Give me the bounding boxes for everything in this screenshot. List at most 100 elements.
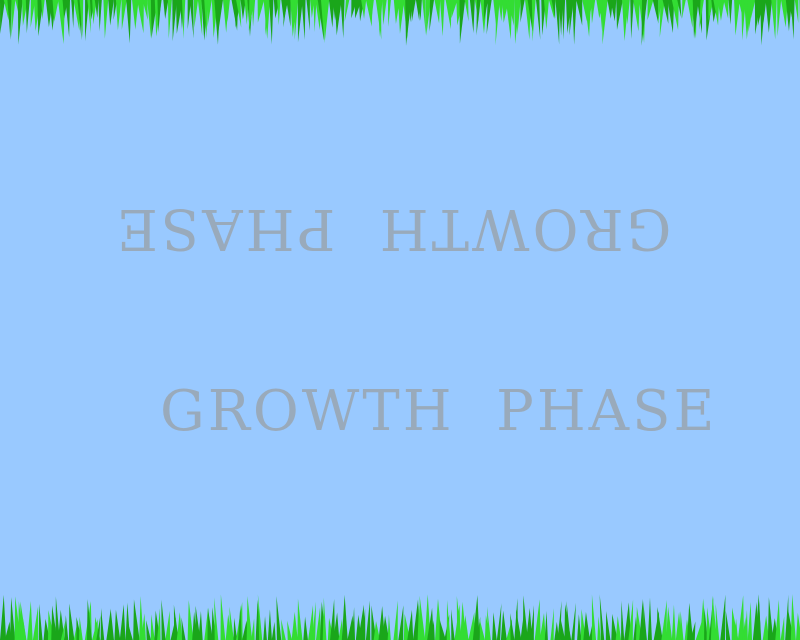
grass-blade <box>214 597 219 640</box>
grass-blade <box>741 0 746 41</box>
grass-blade <box>22 618 27 640</box>
grass-blade <box>781 0 788 28</box>
grass-blade <box>720 594 726 640</box>
grass-blade <box>476 616 481 640</box>
grass-blade <box>551 0 556 19</box>
grass-blade <box>734 618 738 640</box>
grass-blade <box>516 0 521 35</box>
grass-blade <box>187 0 192 30</box>
grass-blade <box>85 0 89 42</box>
grass-blade <box>671 604 676 640</box>
grass-blade <box>715 603 720 640</box>
grass-blade <box>7 0 12 40</box>
grass-blade <box>550 608 554 640</box>
grass-blade <box>263 616 267 640</box>
grass-blade <box>297 598 303 640</box>
grass-blade <box>236 0 242 28</box>
grass-blade <box>407 609 414 640</box>
grass-blade <box>322 597 327 640</box>
grass-blade <box>165 610 171 640</box>
grass-blade <box>233 617 238 640</box>
grass-blade <box>308 605 314 640</box>
grass-blade <box>495 0 500 46</box>
grass-blade <box>320 0 326 44</box>
phase-title-mirrored: GROWTH PHASE <box>114 196 672 261</box>
grass-blade <box>641 0 648 46</box>
grass-blade <box>677 0 682 19</box>
grass-blade <box>723 0 729 19</box>
grass-blade <box>132 0 139 30</box>
grass-blade <box>115 0 122 31</box>
grass-blade <box>341 594 348 640</box>
grass-blade <box>439 619 446 640</box>
grass-blade <box>193 0 199 28</box>
grass-blade <box>483 0 489 22</box>
grass-blade <box>445 0 452 30</box>
grass-blade <box>393 600 398 640</box>
grass-blade <box>286 0 291 27</box>
grass-blade <box>747 601 753 640</box>
grass-blade <box>338 618 343 640</box>
grass-blade <box>643 600 647 640</box>
grass-blade <box>630 0 634 40</box>
grass-blade <box>560 619 566 640</box>
grass-blade <box>687 602 694 640</box>
grass-blade <box>790 0 795 40</box>
grass-blade <box>479 618 485 640</box>
grass-blade <box>699 0 704 30</box>
grass-blade <box>79 0 84 38</box>
grass-blade <box>652 0 659 24</box>
grass-blade <box>459 0 466 44</box>
grass-blade <box>251 0 256 27</box>
grass-blade <box>486 0 492 35</box>
grass-blade <box>229 606 234 640</box>
grass-blade <box>526 608 533 640</box>
grass-blade <box>577 614 582 640</box>
grass-blade <box>767 597 774 640</box>
grass-blade <box>0 0 5 34</box>
grass-blade <box>566 600 571 640</box>
grass-blade <box>244 0 249 25</box>
grass-blade <box>462 615 469 640</box>
grass-blade <box>510 613 515 640</box>
grass-blade <box>599 594 605 640</box>
grass-blade <box>226 0 230 22</box>
grass-blade <box>204 0 208 39</box>
grass-blade <box>440 0 445 37</box>
grass-blade <box>187 600 194 640</box>
grass-blade <box>172 0 177 42</box>
grass-blade <box>351 0 357 19</box>
grass-blade <box>378 0 383 37</box>
grass-blade <box>94 0 99 19</box>
grass-blade <box>602 0 608 45</box>
grass-blade <box>611 613 618 640</box>
grass-blade <box>558 0 563 36</box>
grass-blade <box>777 0 782 37</box>
grass-blade <box>728 0 733 25</box>
grass-blade <box>328 0 335 28</box>
grass-border-bottom <box>0 594 800 640</box>
grass-blade <box>27 601 33 640</box>
grass-blade <box>238 605 242 640</box>
grass-blade <box>624 602 632 640</box>
grass-blade <box>742 617 746 640</box>
grass-blade <box>108 0 114 26</box>
grass-blade <box>430 620 435 640</box>
grass-blade <box>181 617 186 640</box>
grass-blade <box>625 0 630 25</box>
grass-blade <box>520 0 525 23</box>
grass-blade <box>725 610 731 640</box>
grass-blade <box>795 612 800 640</box>
grass-blade <box>167 0 172 39</box>
grass-blade <box>267 609 272 640</box>
grass-blade <box>197 0 203 36</box>
grass-blade <box>713 0 720 26</box>
grass-blade <box>103 0 109 39</box>
grass-blade <box>147 0 152 40</box>
grass-blade <box>361 608 366 640</box>
grass-blade <box>628 599 634 640</box>
grass-blade <box>583 611 590 640</box>
grass-blade <box>265 0 270 36</box>
grass-blade <box>794 0 799 24</box>
grass-blade <box>294 0 299 40</box>
